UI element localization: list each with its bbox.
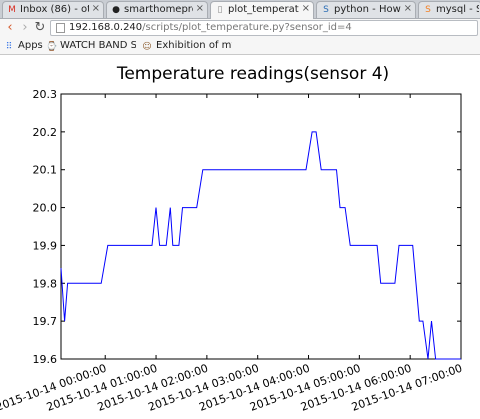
url-host: 192.168.0.240 <box>69 22 143 33</box>
back-button[interactable]: ‹ <box>7 20 13 35</box>
close-icon[interactable]: × <box>195 3 204 14</box>
stackoverflow-icon: S <box>323 5 329 15</box>
url-path: /scripts/plot_temperature.py?sensor_id=4 <box>142 22 352 33</box>
bookmark-label: Apps <box>18 40 43 51</box>
plot-frame <box>60 93 462 360</box>
tab-title: plot_temperatu <box>228 4 299 15</box>
bookmark-watch-band[interactable]: ⌚ WATCH BAND SP <box>46 40 136 52</box>
y-tick-label: 20.1 <box>33 164 58 177</box>
bookmark-label: WATCH BAND SP <box>60 40 136 51</box>
y-tick-label: 20.2 <box>33 126 58 139</box>
y-tick-label: 19.6 <box>33 353 58 366</box>
temperature-chart: Temperature readings(sensor 4) 19.6 19.7 1… <box>0 64 464 414</box>
bookmark-label: Exhibition of my <box>156 40 232 51</box>
tab-inbox[interactable]: M Inbox (86) - otor × <box>2 1 104 18</box>
watch-icon: ⌚ <box>46 42 58 52</box>
reload-button[interactable]: ↻ <box>34 20 46 35</box>
bookmark-apps[interactable]: ⠿ Apps <box>4 40 43 52</box>
document-icon: ▯ <box>217 5 223 15</box>
tab-title: mysql - Sh <box>436 4 479 15</box>
chart-title: Temperature readings(sensor 4) <box>116 64 389 84</box>
tab-mysql-question[interactable]: S mysql - Sh <box>418 1 480 18</box>
address-bar[interactable]: 192.168.0.240/scripts/plot_temperature.p… <box>50 20 478 36</box>
stackoverflow-icon: S <box>425 5 431 15</box>
close-icon[interactable]: × <box>91 3 100 14</box>
face-icon: ☺ <box>142 42 152 52</box>
tab-strip: M Inbox (86) - otor × ● smarthomeproj × … <box>0 0 480 19</box>
tab-smarthomeproj[interactable]: ● smarthomeproj × <box>106 1 208 18</box>
y-tick-label: 20.3 <box>33 88 58 101</box>
github-icon: ● <box>112 5 120 15</box>
apps-grid-icon: ⠿ <box>5 42 13 52</box>
y-tick-label: 19.8 <box>33 277 58 290</box>
tab-title: python - How to <box>334 4 401 15</box>
tab-plot-temperature[interactable]: ▯ plot_temperatu × <box>210 1 314 19</box>
close-icon[interactable]: × <box>403 3 412 14</box>
gmail-icon: M <box>8 5 16 15</box>
y-tick-label: 19.7 <box>33 315 58 328</box>
tab-title: smarthomeproj <box>124 4 193 15</box>
y-tick-label: 19.9 <box>33 239 58 252</box>
bookmarks-bar: ⠿ Apps ⌚ WATCH BAND SP ☺ Exhibition of my <box>0 38 480 55</box>
y-tick-label: 20.0 <box>33 202 58 215</box>
bookmark-exhibition[interactable]: ☺ Exhibition of my <box>142 40 232 52</box>
close-icon[interactable]: × <box>301 3 310 14</box>
tab-python-question[interactable]: S python - How to × <box>316 1 416 18</box>
page-icon <box>56 23 65 33</box>
tab-title: Inbox (86) - otor <box>20 4 89 15</box>
forward-button[interactable]: › <box>22 20 28 35</box>
series-line <box>60 131 461 360</box>
browser-toolbar: ‹ › ↻ 192.168.0.240/scripts/plot_tempera… <box>0 19 480 38</box>
